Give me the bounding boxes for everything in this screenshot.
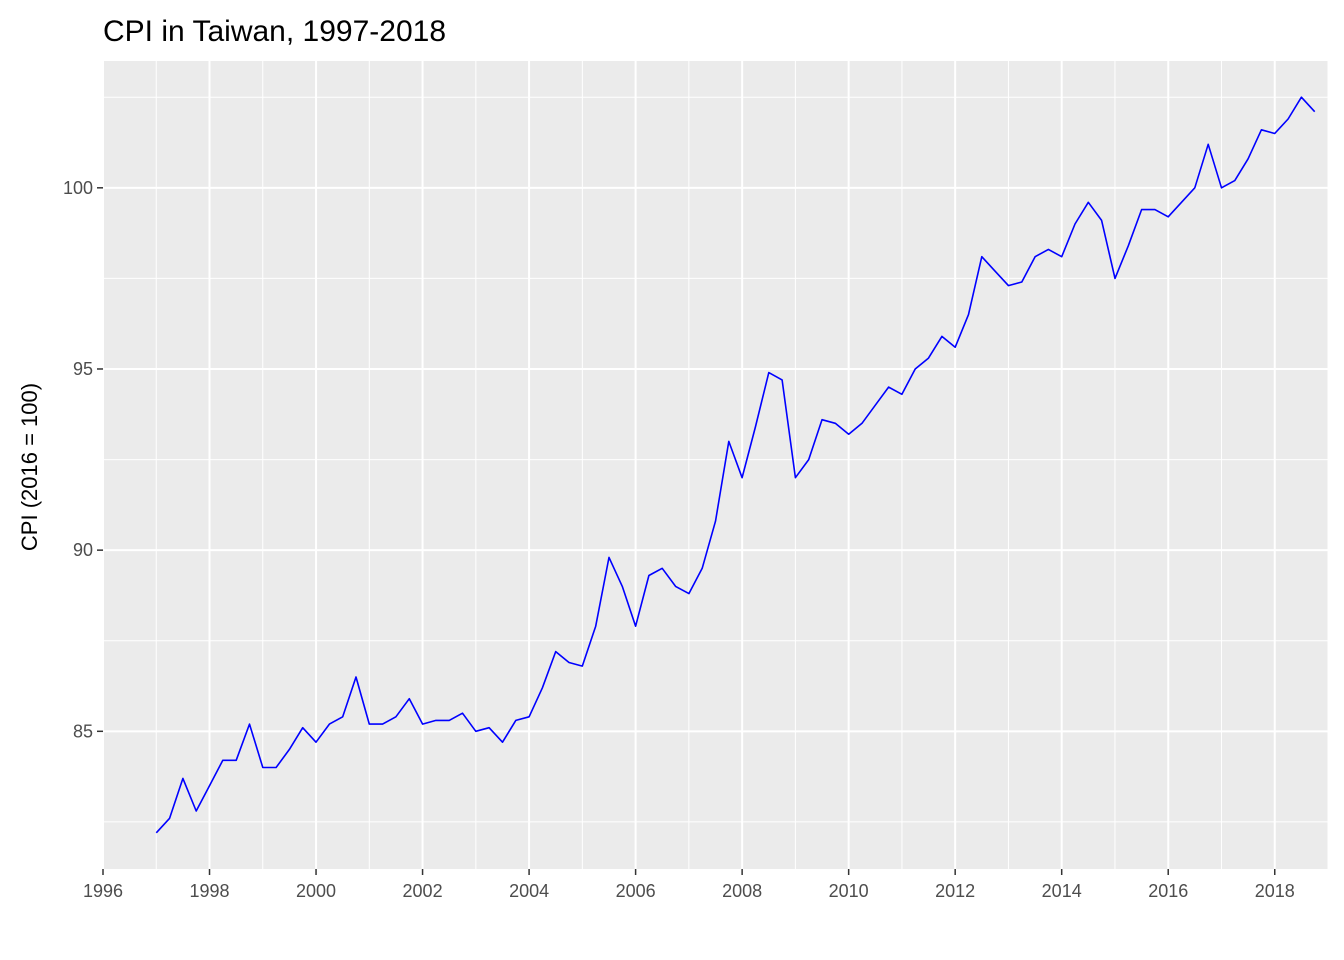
grid-lines xyxy=(102,61,1329,869)
x-tick-label: 1998 xyxy=(189,881,229,901)
y-tick-label: 90 xyxy=(73,540,93,560)
x-tick-label: 2000 xyxy=(296,881,336,901)
y-tick-label: 95 xyxy=(73,359,93,379)
cpi-series-line xyxy=(155,96,1316,834)
x-tick-label: 2004 xyxy=(509,881,549,901)
plot-panel xyxy=(103,61,1328,869)
x-tick-label: 2002 xyxy=(403,881,443,901)
x-tick-label: 2008 xyxy=(722,881,762,901)
x-tick-label: 2016 xyxy=(1148,881,1188,901)
y-tick-label: 100 xyxy=(63,178,93,198)
chart-title: CPI in Taiwan, 1997-2018 xyxy=(103,15,446,48)
x-tick-label: 2018 xyxy=(1255,881,1295,901)
x-tick-label: 1996 xyxy=(83,881,123,901)
x-tick-label: 2014 xyxy=(1042,881,1082,901)
y-tick-label: 85 xyxy=(73,721,93,741)
y-tick-labels: 85 90 95 100 xyxy=(63,178,93,741)
axis-ticks xyxy=(97,187,1276,875)
x-tick-label: 2006 xyxy=(616,881,656,901)
x-tick-labels: 1996 1998 2000 2002 2004 2006 2008 2010 2012 2014… xyxy=(83,881,1295,901)
x-tick-label: 2010 xyxy=(829,881,869,901)
y-axis-title: CPI (2016 = 100) xyxy=(17,383,42,551)
x-tick-label: 2012 xyxy=(935,881,975,901)
